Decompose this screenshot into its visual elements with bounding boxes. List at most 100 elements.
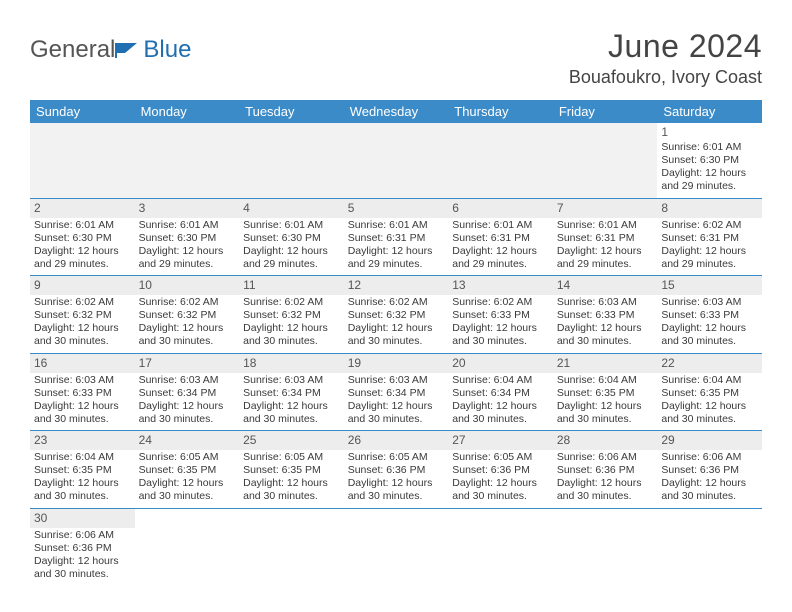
sunrise-text: Sunrise: 6:01 AM (661, 141, 758, 154)
daylight-text-1: Daylight: 12 hours (348, 245, 445, 258)
sunset-text: Sunset: 6:35 PM (661, 387, 758, 400)
sunrise-text: Sunrise: 6:02 AM (452, 296, 549, 309)
calendar-empty-cell (657, 508, 762, 585)
day-number: 1 (661, 125, 758, 140)
calendar-week-row: 30Sunrise: 6:06 AMSunset: 6:36 PMDayligh… (30, 508, 762, 585)
daylight-text-2: and 30 minutes. (661, 490, 758, 503)
daylight-text-2: and 29 minutes. (452, 258, 549, 271)
sunrise-text: Sunrise: 6:04 AM (557, 374, 654, 387)
logo-text-blue: Blue (143, 36, 191, 64)
daylight-text-2: and 30 minutes. (452, 335, 549, 348)
logo-text-general: General (30, 36, 115, 64)
daylight-text-1: Daylight: 12 hours (452, 322, 549, 335)
calendar-empty-cell (135, 508, 240, 585)
calendar-day-cell: 5Sunrise: 6:01 AMSunset: 6:31 PMDaylight… (344, 198, 449, 276)
calendar-day-cell: 18Sunrise: 6:03 AMSunset: 6:34 PMDayligh… (239, 353, 344, 431)
day-number: 4 (239, 199, 344, 218)
day-number: 16 (30, 354, 135, 373)
day-number: 18 (239, 354, 344, 373)
logo-flag-icon (115, 40, 141, 63)
sunset-text: Sunset: 6:34 PM (452, 387, 549, 400)
day-header: Friday (553, 100, 658, 123)
daylight-text-2: and 30 minutes. (34, 413, 131, 426)
month-title: June 2024 (569, 28, 762, 65)
sunrise-text: Sunrise: 6:01 AM (557, 219, 654, 232)
calendar-empty-cell (135, 123, 240, 198)
day-number: 29 (657, 431, 762, 450)
calendar-day-cell: 25Sunrise: 6:05 AMSunset: 6:35 PMDayligh… (239, 431, 344, 509)
day-number: 17 (135, 354, 240, 373)
sunset-text: Sunset: 6:30 PM (661, 154, 758, 167)
day-number: 9 (30, 276, 135, 295)
calendar-week-row: 16Sunrise: 6:03 AMSunset: 6:33 PMDayligh… (30, 353, 762, 431)
daylight-text-1: Daylight: 12 hours (557, 477, 654, 490)
calendar-day-cell: 11Sunrise: 6:02 AMSunset: 6:32 PMDayligh… (239, 276, 344, 354)
daylight-text-1: Daylight: 12 hours (34, 555, 131, 568)
day-number: 20 (448, 354, 553, 373)
daylight-text-1: Daylight: 12 hours (34, 322, 131, 335)
day-number: 25 (239, 431, 344, 450)
calendar-day-cell: 16Sunrise: 6:03 AMSunset: 6:33 PMDayligh… (30, 353, 135, 431)
sunrise-text: Sunrise: 6:04 AM (661, 374, 758, 387)
day-number: 22 (657, 354, 762, 373)
sunrise-text: Sunrise: 6:01 AM (139, 219, 236, 232)
day-number: 30 (30, 509, 135, 528)
sunrise-text: Sunrise: 6:05 AM (243, 451, 340, 464)
day-number: 7 (553, 199, 658, 218)
sunrise-text: Sunrise: 6:03 AM (661, 296, 758, 309)
calendar-week-row: 2Sunrise: 6:01 AMSunset: 6:30 PMDaylight… (30, 198, 762, 276)
calendar-day-cell: 23Sunrise: 6:04 AMSunset: 6:35 PMDayligh… (30, 431, 135, 509)
daylight-text-2: and 30 minutes. (557, 335, 654, 348)
calendar-empty-cell (239, 123, 344, 198)
page-header: General Blue June 2024 Bouafoukro, Ivory… (30, 28, 762, 88)
sunset-text: Sunset: 6:33 PM (557, 309, 654, 322)
calendar-day-cell: 4Sunrise: 6:01 AMSunset: 6:30 PMDaylight… (239, 198, 344, 276)
daylight-text-2: and 29 minutes. (661, 258, 758, 271)
sunset-text: Sunset: 6:30 PM (34, 232, 131, 245)
daylight-text-2: and 30 minutes. (557, 490, 654, 503)
sunrise-text: Sunrise: 6:02 AM (139, 296, 236, 309)
calendar-day-cell: 30Sunrise: 6:06 AMSunset: 6:36 PMDayligh… (30, 508, 135, 585)
calendar-day-cell: 27Sunrise: 6:05 AMSunset: 6:36 PMDayligh… (448, 431, 553, 509)
sunset-text: Sunset: 6:35 PM (34, 464, 131, 477)
logo: General Blue (30, 36, 191, 64)
daylight-text-2: and 29 minutes. (34, 258, 131, 271)
daylight-text-1: Daylight: 12 hours (139, 245, 236, 258)
daylight-text-1: Daylight: 12 hours (452, 245, 549, 258)
daylight-text-1: Daylight: 12 hours (34, 245, 131, 258)
sunset-text: Sunset: 6:32 PM (139, 309, 236, 322)
calendar-day-cell: 6Sunrise: 6:01 AMSunset: 6:31 PMDaylight… (448, 198, 553, 276)
calendar-day-cell: 19Sunrise: 6:03 AMSunset: 6:34 PMDayligh… (344, 353, 449, 431)
sunrise-text: Sunrise: 6:05 AM (348, 451, 445, 464)
sunset-text: Sunset: 6:35 PM (243, 464, 340, 477)
day-number: 14 (553, 276, 658, 295)
daylight-text-2: and 30 minutes. (661, 335, 758, 348)
sunset-text: Sunset: 6:35 PM (139, 464, 236, 477)
calendar-day-cell: 24Sunrise: 6:05 AMSunset: 6:35 PMDayligh… (135, 431, 240, 509)
sunrise-text: Sunrise: 6:02 AM (661, 219, 758, 232)
calendar-day-cell: 13Sunrise: 6:02 AMSunset: 6:33 PMDayligh… (448, 276, 553, 354)
daylight-text-1: Daylight: 12 hours (452, 400, 549, 413)
sunset-text: Sunset: 6:33 PM (661, 309, 758, 322)
calendar-week-row: 23Sunrise: 6:04 AMSunset: 6:35 PMDayligh… (30, 431, 762, 509)
calendar-table: SundayMondayTuesdayWednesdayThursdayFrid… (30, 100, 762, 585)
calendar-empty-cell (344, 508, 449, 585)
calendar-day-cell: 20Sunrise: 6:04 AMSunset: 6:34 PMDayligh… (448, 353, 553, 431)
day-header: Tuesday (239, 100, 344, 123)
daylight-text-1: Daylight: 12 hours (348, 400, 445, 413)
daylight-text-1: Daylight: 12 hours (139, 477, 236, 490)
sunset-text: Sunset: 6:33 PM (452, 309, 549, 322)
daylight-text-1: Daylight: 12 hours (243, 400, 340, 413)
day-number: 23 (30, 431, 135, 450)
daylight-text-2: and 30 minutes. (34, 335, 131, 348)
daylight-text-1: Daylight: 12 hours (661, 477, 758, 490)
daylight-text-2: and 29 minutes. (661, 180, 758, 193)
daylight-text-2: and 30 minutes. (557, 413, 654, 426)
sunrise-text: Sunrise: 6:06 AM (557, 451, 654, 464)
day-number: 8 (657, 199, 762, 218)
sunrise-text: Sunrise: 6:03 AM (243, 374, 340, 387)
daylight-text-2: and 30 minutes. (34, 490, 131, 503)
daylight-text-2: and 30 minutes. (452, 490, 549, 503)
daylight-text-2: and 29 minutes. (557, 258, 654, 271)
calendar-day-cell: 14Sunrise: 6:03 AMSunset: 6:33 PMDayligh… (553, 276, 658, 354)
